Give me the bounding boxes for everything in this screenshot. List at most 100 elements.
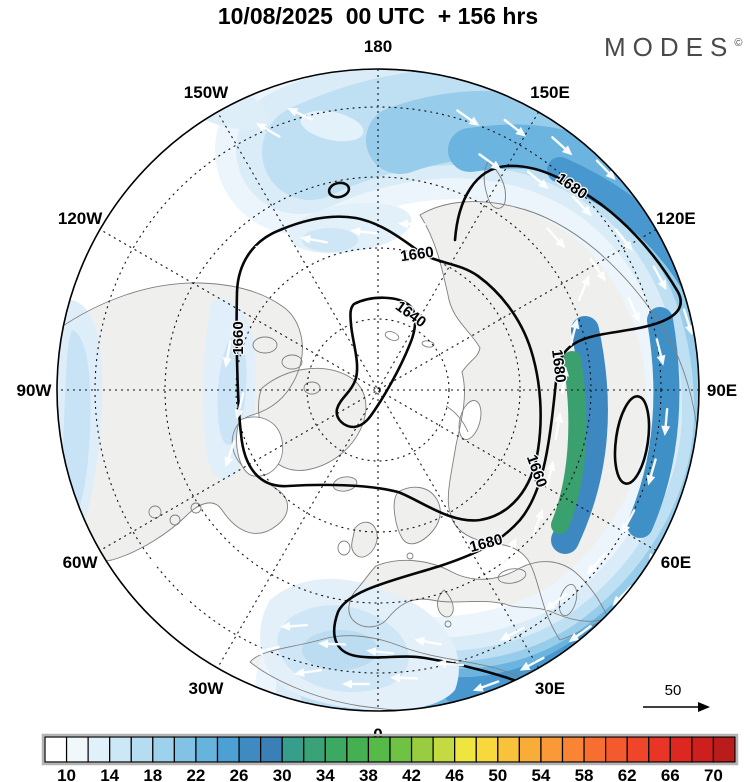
wind-arrow-icon — [571, 195, 592, 217]
meridian-line — [217, 111, 539, 669]
coast-kara-sea — [458, 400, 482, 440]
colorbar-tick-label: 54 — [531, 766, 550, 782]
wind-arrow-icon — [300, 234, 329, 244]
colorbar-cell — [87, 736, 111, 763]
shade-patch-center-top-core — [302, 228, 358, 252]
wind-arrow-icon — [560, 366, 570, 395]
longitude-label: 60E — [661, 553, 691, 572]
modes-logo: MODES© — [604, 32, 742, 62]
colorbar-cell — [346, 736, 370, 763]
colorbar-cell — [367, 736, 391, 763]
svalbard — [384, 331, 400, 341]
wind-arrow-icon — [568, 625, 592, 643]
wind-arrow-icon — [398, 219, 427, 229]
contour-label: 1660 — [399, 244, 434, 265]
colorbar-tick-label: 10 — [57, 766, 76, 782]
longitude-label: 90E — [707, 381, 737, 400]
coast-ireland — [337, 540, 351, 556]
colorbar-cell — [389, 736, 413, 763]
colorbar-cell — [410, 736, 434, 763]
longitude-label: 150W — [184, 83, 229, 102]
wind-arrow-icon — [646, 458, 657, 486]
colorbar-tick-label: 62 — [618, 766, 637, 782]
wind-arrow-icon — [546, 227, 566, 249]
wind-arrow-icon — [577, 275, 590, 302]
colorbar-cell — [44, 736, 68, 763]
colorbar-cell — [281, 736, 305, 763]
wind-arrow-icon — [544, 592, 568, 611]
colorbar-cell — [626, 736, 650, 763]
colorbar-cell — [497, 736, 520, 763]
colorbar-cell — [195, 736, 219, 763]
colorbar-tick-label: 66 — [661, 766, 680, 782]
wind-arrow-icon — [222, 339, 232, 368]
wind-arrow-icon — [627, 296, 640, 323]
meridian-line — [99, 229, 657, 551]
colorbar-cell — [130, 736, 154, 763]
wind-arrow-icon — [390, 673, 419, 683]
colorbar-cell — [518, 736, 542, 763]
colorbar-tick-label: 14 — [100, 766, 119, 782]
colorbar-tick-label: 42 — [402, 766, 421, 782]
novaya-zemlya — [445, 405, 469, 433]
contour-1680-meander — [332, 164, 682, 700]
colorbar-cells — [44, 736, 736, 763]
wind-arrow-icon — [595, 159, 616, 181]
colorbar-cell — [583, 736, 607, 763]
wind-arrow-icon — [234, 392, 245, 420]
wind-arrow-icon — [697, 274, 715, 302]
wind-arrow-icon — [287, 108, 313, 121]
wind-arrow-icon — [280, 621, 309, 631]
colorbar-cell — [216, 736, 240, 763]
wind-arrow-icon — [502, 537, 517, 563]
shade-patch-top2 — [300, 110, 364, 142]
wind-arrow-icon — [569, 318, 580, 346]
wind-arrow-icon — [519, 656, 545, 671]
colorbar-tick-label: 18 — [143, 766, 162, 782]
denmark — [406, 552, 414, 560]
colorbar-tick-label: 50 — [488, 766, 507, 782]
colorbar-tick-label: 58 — [575, 766, 594, 782]
great-lakes-1 — [148, 505, 162, 519]
colorbar-cell — [712, 736, 736, 763]
arctic-island-2 — [281, 354, 303, 370]
wind-arrow-icon — [472, 680, 500, 692]
wind-arrow-icon — [254, 244, 282, 255]
colorbar-tick-label: 38 — [359, 766, 378, 782]
wind-arrow-icon — [255, 123, 281, 138]
contour-label: 1680 — [548, 348, 569, 383]
colorbar-cell — [238, 736, 262, 763]
wind-arrow-icon — [661, 407, 671, 436]
colorbar-cell — [173, 736, 197, 763]
colorbar-tick-labels: 10 14 18 22 26 30 34 38 42 46 50 54 58 62 66 70 — [57, 766, 723, 782]
wind-arrow-icon — [224, 440, 236, 468]
wind-arrow-icon — [499, 626, 525, 641]
contour-1640-loop — [335, 296, 417, 429]
vector-key: 50 — [643, 682, 710, 712]
colorbar-cell — [65, 736, 89, 763]
contour-layer — [235, 164, 682, 700]
colorbar-cell — [454, 736, 477, 763]
colorbar-tick-label: 34 — [316, 766, 335, 782]
franz-josef-land — [421, 340, 435, 348]
vector-key-arrow-head — [698, 702, 710, 712]
wind-arrow-icon — [614, 228, 633, 252]
wind-arrow-icon — [294, 668, 323, 678]
wind-arrow-icon — [318, 639, 347, 649]
sicily — [444, 620, 452, 628]
colorbar-tick-label: 26 — [230, 766, 249, 782]
wind-arrow-icon — [655, 338, 666, 366]
wind-arrow-icon — [366, 647, 395, 657]
wind-arrow-icon — [342, 679, 371, 689]
meridian-line — [217, 111, 539, 669]
wind-arrow-icon — [589, 258, 606, 282]
wind-arrow-icon — [545, 460, 556, 488]
longitude-label: 60W — [63, 553, 99, 572]
longitude-label: 30W — [189, 679, 225, 698]
wind-arrow-icon — [621, 509, 636, 535]
shade-band-left-core — [62, 330, 91, 520]
longitude-label: 120W — [58, 209, 103, 228]
colorbar-cell — [432, 736, 456, 763]
